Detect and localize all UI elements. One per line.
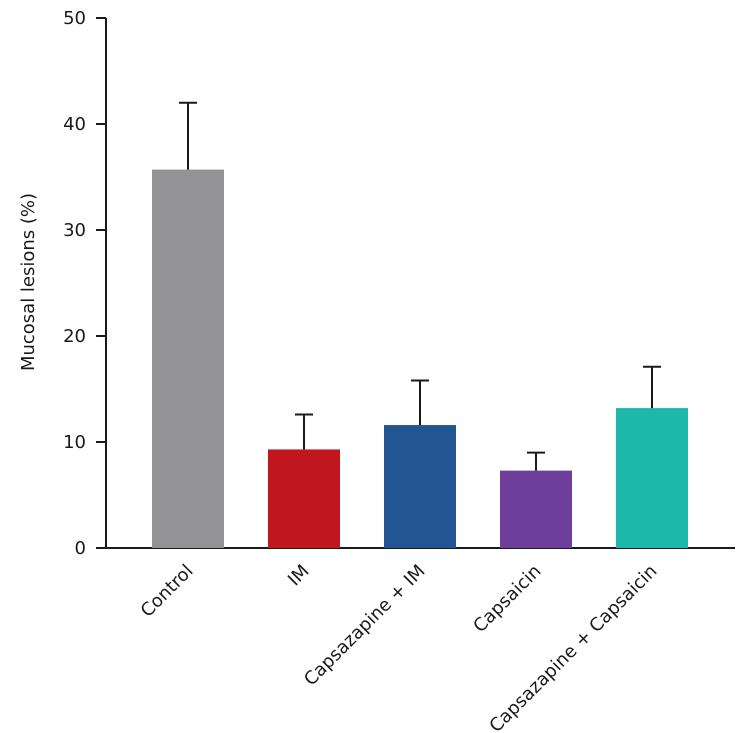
y-tick-label: 20 (63, 326, 86, 347)
bars (152, 169, 688, 548)
y-tick-label: 0 (75, 538, 86, 559)
bar-capsaicin (500, 470, 572, 548)
y-axis-label: Mucosal lesions (%) (18, 193, 39, 371)
bar-control (152, 169, 224, 548)
y-tick-label: 50 (63, 8, 86, 29)
bar-im (268, 449, 340, 548)
x-tick-label: Control (137, 561, 198, 622)
x-tick-label: Capsaicin (469, 561, 545, 637)
bar-capsazapine-capsaicin (616, 408, 688, 548)
labels: Mucosal lesions (%) 0 10 20 30 40 50 Control IM… (18, 8, 662, 733)
y-tick-label: 40 (63, 114, 86, 135)
y-tick-label: 10 (63, 432, 86, 453)
error-bars (179, 101, 661, 471)
x-tick-label: IM (284, 561, 314, 591)
x-tick-label: Capsazapine + IM (300, 561, 430, 691)
bar-capsazapine-im (384, 425, 456, 548)
y-tick-label: 30 (63, 220, 86, 241)
